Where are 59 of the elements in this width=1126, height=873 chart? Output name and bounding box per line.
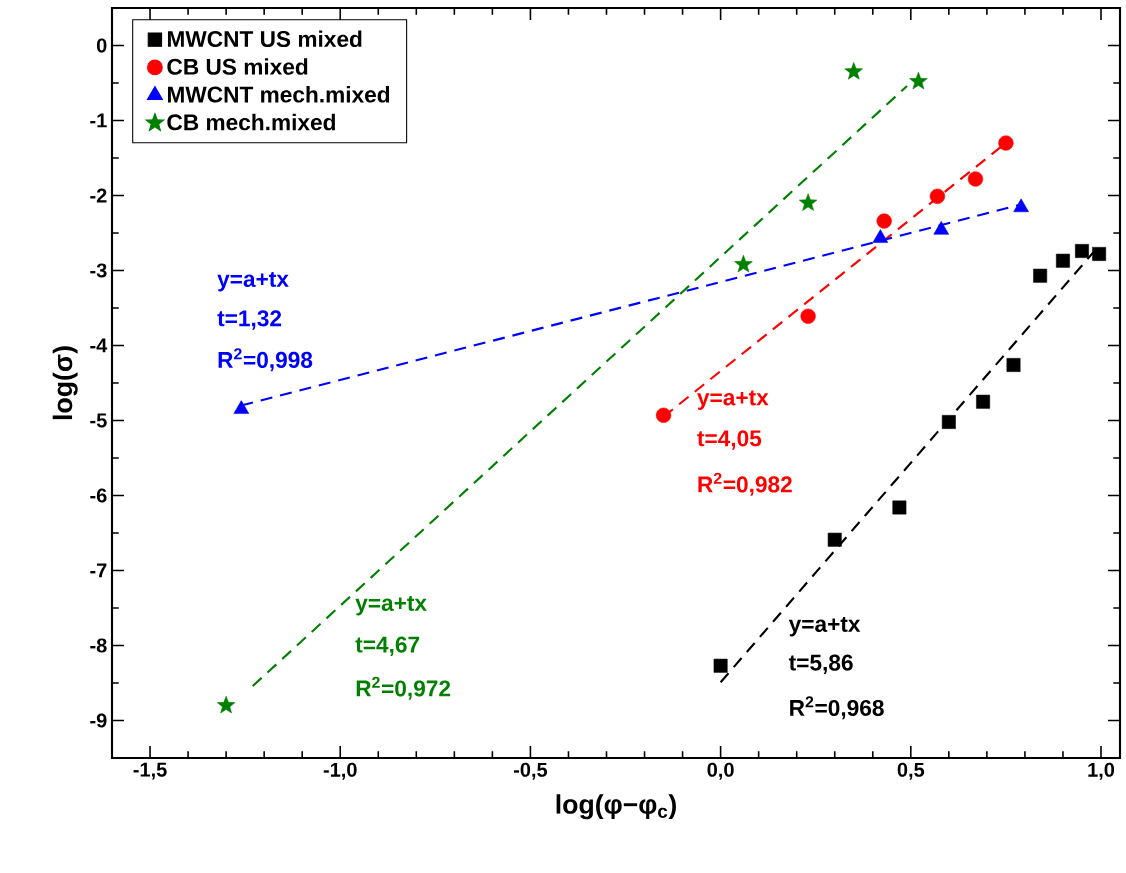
point	[976, 394, 991, 409]
y-tick-label: -1	[90, 113, 107, 128]
point	[909, 71, 928, 90]
point	[216, 695, 236, 714]
point	[1092, 247, 1107, 261]
annotation: y=a+tx	[788, 617, 861, 637]
point	[941, 415, 956, 429]
y-tick-label: -8	[90, 638, 107, 653]
point	[734, 254, 753, 273]
x-tick-label: -1,5	[133, 762, 167, 780]
point	[798, 193, 818, 211]
y-axis-title: log(σ)	[52, 346, 78, 420]
x-tick-label: 0,0	[707, 762, 734, 780]
annotation: R$^{2}$=0,998	[218, 348, 313, 372]
point	[892, 500, 907, 515]
y-tick-label: -5	[90, 413, 107, 428]
annotation: t=4,67	[355, 636, 420, 656]
point	[998, 135, 1014, 151]
x-tick-label: 1,0	[1088, 762, 1115, 780]
legend-label: CB mech.mixed	[167, 113, 335, 131]
point	[655, 407, 672, 423]
point	[1013, 198, 1029, 213]
annotation: t=5,86	[788, 654, 853, 674]
point	[876, 213, 892, 229]
y-tick-label: -7	[90, 563, 107, 578]
annotation: R$^{2}$=0,972	[356, 676, 451, 700]
x-tick-label: -1,0	[323, 762, 357, 780]
annotation: y=a+tx	[217, 272, 289, 292]
point	[1006, 358, 1021, 372]
x-axis-title: log(φ−φ$_{c}$)	[556, 794, 676, 820]
x-tick-label: -0,5	[513, 762, 548, 780]
y-tick-label: -9	[90, 713, 107, 728]
y-tick-label: -2	[90, 188, 107, 203]
point	[872, 229, 889, 243]
point	[1033, 268, 1048, 283]
point	[1056, 253, 1070, 268]
annotation: t=4,05	[697, 430, 762, 450]
y-tick-label: -4	[90, 338, 108, 353]
point	[929, 188, 946, 204]
y-tick-label: -3	[90, 263, 107, 278]
point	[967, 171, 984, 187]
x-tick-label: 0,5	[897, 762, 925, 780]
legend-label: MWCNT mech.mixed	[167, 85, 390, 103]
point	[1075, 244, 1089, 258]
annotation: R$^{2}$=0,968	[790, 696, 884, 720]
annotation: R$^{2}$=0,982	[698, 472, 792, 496]
y-tick-label: -6	[90, 488, 107, 503]
annotation: t=1,32	[217, 310, 282, 330]
y-tick-label: 0	[96, 38, 107, 53]
point	[844, 62, 863, 80]
point	[233, 400, 250, 414]
legend-label: MWCNT US mixed	[167, 30, 362, 48]
point	[827, 532, 842, 547]
point	[800, 308, 816, 324]
annotation: y=a+tx	[697, 390, 769, 410]
point	[933, 221, 950, 235]
point	[713, 658, 728, 673]
annotation: y=a+tx	[355, 596, 427, 616]
legend-label: CB US mixed	[167, 58, 308, 75]
